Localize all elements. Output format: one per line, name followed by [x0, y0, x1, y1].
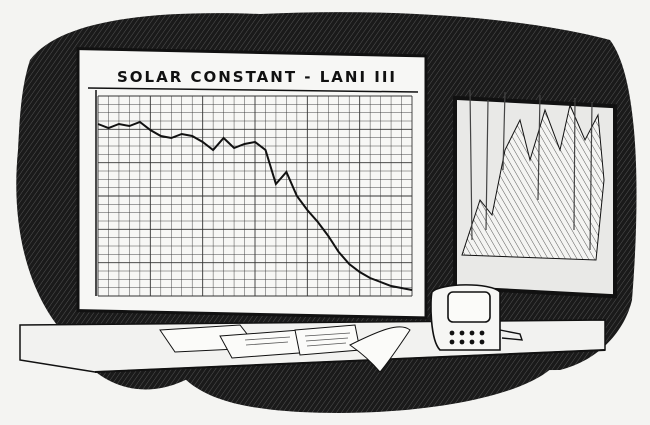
- window-ice-streaks: [469, 89, 593, 251]
- console-button: [469, 330, 475, 336]
- desk-papers: [159, 324, 411, 373]
- chart-series-line: [97, 120, 413, 291]
- chart-board-frame: [76, 47, 428, 320]
- console-button: [459, 339, 465, 345]
- desk-edge: [94, 349, 606, 373]
- console-cable: [499, 329, 524, 341]
- window-ice-peaks: [461, 103, 605, 261]
- console-device: [430, 284, 524, 351]
- console-button: [459, 330, 465, 336]
- chart-board: SOLAR CONSTANT - LANI III: [76, 47, 428, 320]
- paper-printout-curl: [349, 326, 411, 373]
- chart-title: SOLAR CONSTANT - LANI III: [117, 68, 397, 86]
- console-button: [449, 330, 455, 336]
- console-button: [479, 330, 485, 336]
- chart-title-band: [88, 62, 418, 88]
- wall-bottom-shadow: [170, 358, 560, 413]
- chart-title-rule: [87, 87, 419, 93]
- console-buttons: [449, 330, 485, 345]
- console-button: [479, 339, 485, 345]
- window: [453, 89, 617, 299]
- chart-grid: [97, 95, 413, 297]
- console-button: [469, 339, 475, 345]
- console-button: [449, 339, 455, 345]
- paper-sheet-3: [294, 324, 361, 356]
- console-screen: [447, 291, 491, 323]
- paper-text-lines: [244, 332, 351, 347]
